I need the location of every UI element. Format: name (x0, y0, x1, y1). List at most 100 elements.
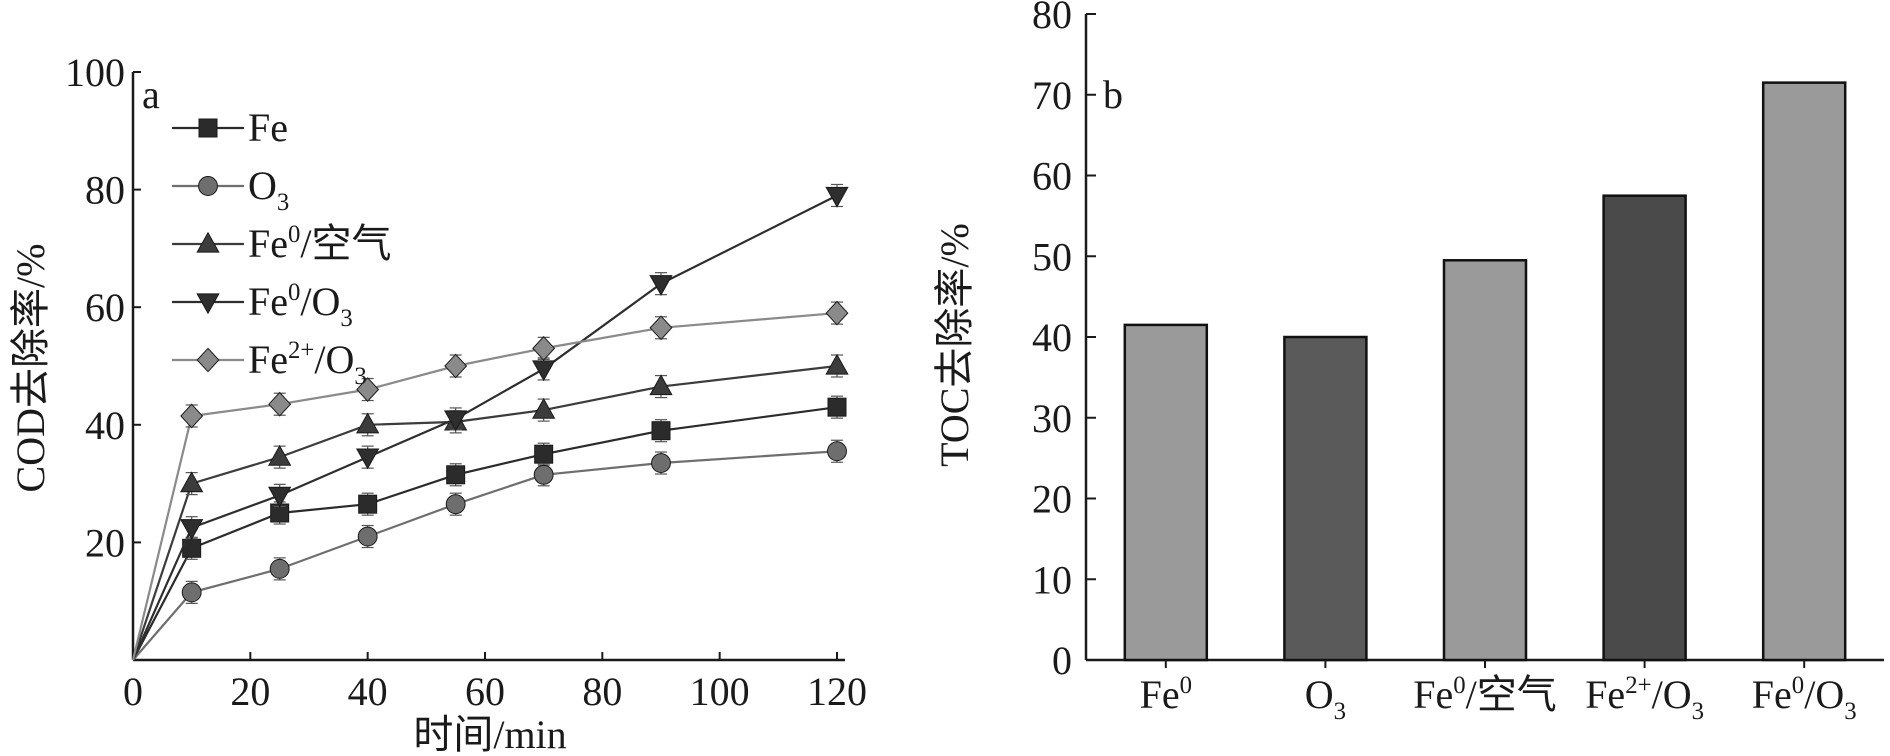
data-point-fe (446, 465, 466, 485)
bar-o3 (1283, 335, 1368, 662)
legend-item-fe0-o3: Fe0​/O3​ (172, 279, 353, 332)
data-point-fe (358, 494, 378, 514)
panel-b-y-tick-label: 0 (1052, 638, 1072, 683)
panel-a-series (131, 183, 849, 661)
panel-a-x-tick-label: 120 (807, 669, 867, 714)
bar-fe2-o3 (1602, 194, 1687, 662)
panel-a-x-tick-label: 0 (123, 669, 143, 714)
category-label-fe0-o3: Fe0​/O3​ (1752, 672, 1857, 725)
data-point-fe0-o3 (356, 448, 380, 470)
legend-item-fe: Fe (172, 105, 288, 150)
panel-a-y-axis-label: COD去除率/% (8, 244, 53, 493)
legend-item-o3: O3​ (172, 163, 289, 216)
panel-a-y-tick-label: 60 (85, 285, 125, 330)
bar-fe0 (1123, 323, 1209, 662)
panel-b-y-tick-label: 20 (1032, 477, 1072, 522)
panel-b-label: b (1103, 72, 1123, 117)
legend-label-fe0-o3: Fe0​/O3​ (248, 279, 353, 332)
series-fe (132, 395, 847, 661)
data-point-fe2-o3 (180, 403, 204, 429)
data-point-fe2-o3 (532, 335, 556, 361)
bar-fe0-o3 (1761, 81, 1847, 662)
series-fe2-o3 (131, 300, 849, 661)
category-label-fe0: Fe0​/空气 (1413, 672, 1557, 717)
legend-marker-fe2-o3 (196, 347, 220, 373)
data-point-fe (651, 421, 671, 441)
panel-a-x-tick-label: 80 (582, 669, 622, 714)
data-point-fe2-o3 (444, 353, 468, 379)
series-o3 (132, 439, 847, 661)
panel-a-y-tick-label: 40 (85, 403, 125, 448)
panel-b-y-tick-label: 50 (1032, 234, 1072, 279)
series-fe0 (131, 353, 849, 661)
legend-label-fe2-o3: Fe2+​/O3​ (248, 337, 367, 390)
data-point-o3 (445, 494, 466, 515)
data-point-fe0 (356, 412, 380, 434)
panel-a-y-tick-label: 100 (65, 50, 125, 95)
panel-a-axes (131, 72, 845, 662)
panel-b-y-tick-label: 60 (1032, 154, 1072, 199)
data-point-fe2-o3 (268, 391, 292, 417)
data-point-o3 (269, 558, 290, 579)
category-label-o3: O3​ (1305, 672, 1346, 725)
panel-b-y-axis-label: TOC去除率/% (932, 223, 977, 467)
data-point-fe0-o3 (444, 410, 468, 432)
legend-marker-fe (198, 118, 218, 138)
legend-marker-fe0 (196, 231, 220, 253)
data-point-fe0-o3 (180, 519, 204, 540)
data-point-o3 (651, 453, 671, 473)
panel-b-y-tick-label: 40 (1032, 315, 1072, 360)
data-point-o3 (181, 582, 202, 603)
bar-chart-panel-b: 0 10 20 30 40 50 60 70 80 Fe0​ O3​ Fe0​/空气 Fe2+​/O3… (932, 0, 1884, 725)
legend-label-fe: Fe (248, 105, 288, 150)
panel-a-y-tick-label: 80 (85, 168, 125, 213)
panel-a-ticks: 0 20 40 60 80 100 120 20 40 60 80 100 (65, 50, 867, 714)
data-point-fe2-o3 (825, 300, 849, 326)
data-point-fe0-o3 (825, 186, 849, 208)
data-point-fe0 (268, 444, 292, 466)
legend-label-o3: O3​ (248, 163, 289, 216)
panel-a-x-tick-label: 60 (465, 669, 505, 714)
panel-b-y-tick-label: 10 (1032, 557, 1072, 602)
category-label-fe2-o3: Fe2+​/O3​ (1585, 672, 1704, 725)
data-point-fe0 (532, 397, 556, 419)
data-point-fe0-o3 (532, 360, 556, 382)
legend-item-fe0: Fe0​/空气 (172, 221, 392, 266)
panel-b-y-tick-label: 80 (1032, 0, 1072, 37)
panel-a-x-axis-label: 时间/min (413, 712, 566, 756)
data-point-fe0 (649, 374, 673, 396)
series-line-o3 (132, 450, 838, 661)
data-point-fe0 (825, 353, 849, 375)
data-point-fe2-o3 (649, 315, 673, 341)
panel-b-ticks: 0 10 20 30 40 50 60 70 80 (1032, 0, 1096, 683)
data-point-fe0 (180, 471, 204, 493)
bar-fe0 (1442, 259, 1528, 662)
category-label-fe0: Fe0​ (1140, 672, 1192, 717)
panel-b-category-labels: Fe0​ O3​ Fe0​/空气 Fe2+​/O3​ Fe0​/O3​ (1140, 660, 1857, 725)
data-point-fe (827, 397, 847, 417)
legend-label-fe0: Fe0​/空气 (248, 221, 392, 266)
panel-a-y-tick-label: 20 (85, 520, 125, 565)
series-line-fe0-o3 (131, 194, 838, 661)
series-fe0-o3 (131, 183, 849, 661)
panel-a-legend: Fe O3​ Fe0​/空气 Fe0​/O3​Fe2+​/O3​ (172, 105, 392, 390)
panel-a-x-tick-label: 20 (230, 669, 270, 714)
data-point-fe0-o3 (649, 275, 673, 296)
panel-b-y-tick-label: 30 (1032, 396, 1072, 441)
series-line-fe0 (131, 364, 838, 661)
series-line-fe2-o3 (131, 311, 838, 661)
data-point-o3 (533, 464, 554, 485)
data-point-o3 (357, 526, 378, 547)
series-line-fe (132, 406, 838, 661)
panel-a-x-tick-label: 40 (348, 669, 388, 714)
data-point-fe2-o3 (356, 377, 380, 402)
legend-marker-o3 (198, 176, 218, 196)
panel-b-bars (1123, 81, 1847, 662)
data-point-o3 (827, 441, 847, 462)
panel-b-y-tick-label: 70 (1032, 73, 1072, 118)
data-point-fe0-o3 (268, 486, 292, 508)
panel-a-x-tick-label: 100 (690, 669, 750, 714)
legend-marker-fe0-o3 (196, 293, 220, 315)
